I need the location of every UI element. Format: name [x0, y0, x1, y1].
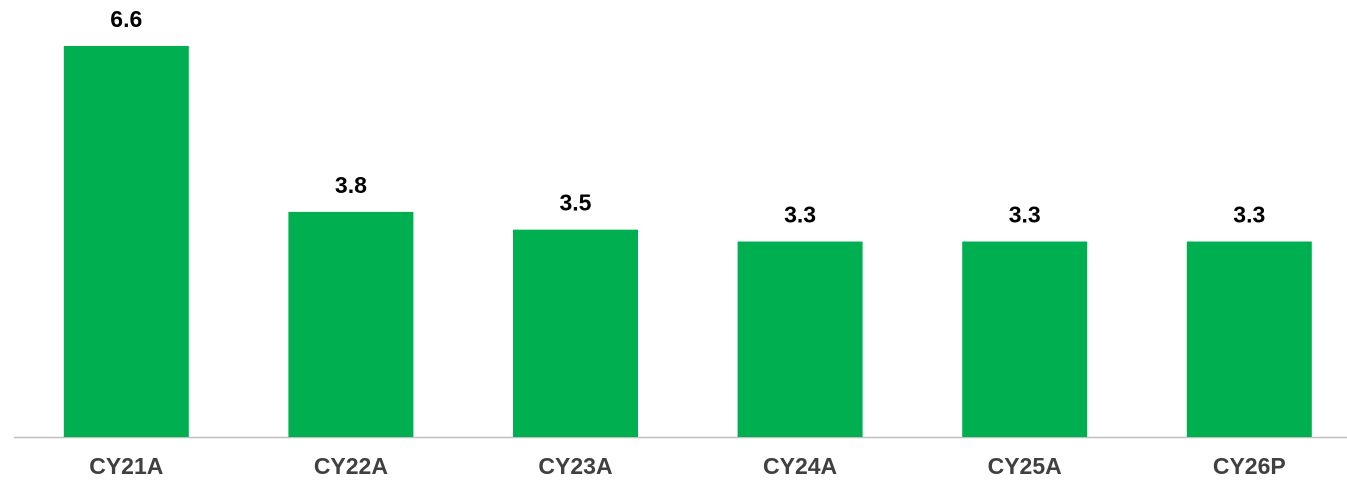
- data-label: 6.6: [110, 6, 142, 32]
- x-tick-label: CY26P: [1213, 453, 1286, 479]
- x-tick-label: CY21A: [89, 453, 163, 479]
- data-label: 3.3: [1233, 202, 1265, 228]
- data-label: 3.5: [560, 190, 592, 216]
- x-tick-label: CY24A: [763, 453, 837, 479]
- data-label: 3.8: [335, 172, 367, 198]
- bar: [63, 46, 189, 437]
- bar: [513, 229, 638, 437]
- data-label: 3.3: [784, 202, 816, 228]
- bar: [1186, 241, 1312, 437]
- x-tick-label: CY25A: [988, 453, 1062, 479]
- x-tick-label: CY22A: [314, 453, 388, 479]
- x-tick-label: CY23A: [538, 453, 612, 479]
- bar: [737, 241, 863, 437]
- data-label: 3.3: [1009, 202, 1041, 228]
- bar: [288, 211, 414, 437]
- bar: [962, 241, 1088, 437]
